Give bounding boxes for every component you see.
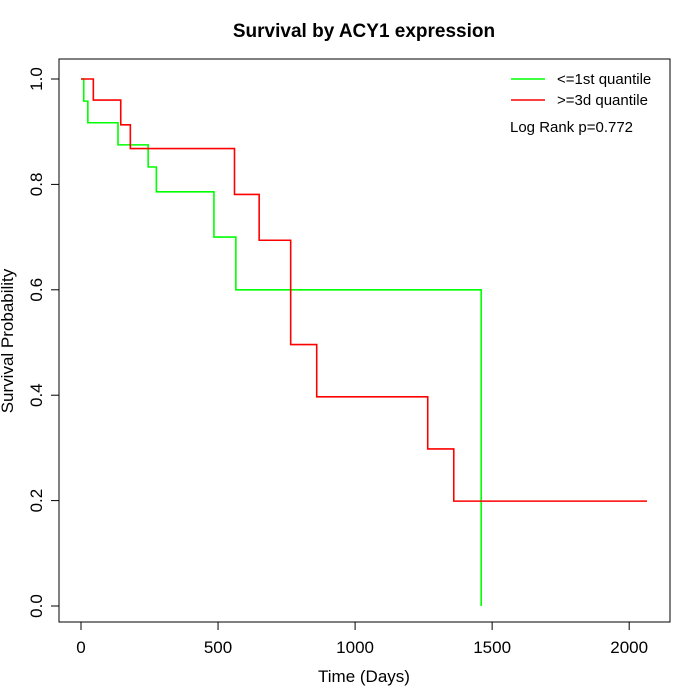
x-axis-label: Time (Days) xyxy=(318,667,410,686)
x-tick-label: 500 xyxy=(204,638,232,657)
x-tick-label: 2000 xyxy=(610,638,648,657)
y-tick-label: 0.2 xyxy=(27,489,46,513)
series-layer xyxy=(81,78,647,606)
x-tick-label: 0 xyxy=(76,638,85,657)
x-tick-label: 1500 xyxy=(473,638,511,657)
chart-title: Survival by ACY1 expression xyxy=(233,21,495,42)
log-rank-annotation: Log Rank p=0.772 xyxy=(510,119,633,136)
y-axis: 0.0 0.2 0.4 0.6 0.8 1.0 xyxy=(27,67,60,618)
y-tick-label: 0.6 xyxy=(27,278,46,302)
legend: <=1st quantile >=3d quantile xyxy=(511,71,651,109)
x-tick-label: 1000 xyxy=(336,638,374,657)
y-tick-label: 0.4 xyxy=(27,383,46,407)
y-axis-label: Survival Probability xyxy=(0,268,17,413)
legend-label: <=1st quantile xyxy=(557,71,651,88)
series-line-1 xyxy=(81,78,482,606)
series-line-2 xyxy=(81,78,647,502)
x-axis: 0 500 1000 1500 2000 xyxy=(76,621,648,657)
y-tick-label: 0.0 xyxy=(27,594,46,618)
plot-frame xyxy=(58,58,671,623)
legend-label: >=3d quantile xyxy=(557,92,648,109)
y-tick-label: 0.8 xyxy=(27,173,46,197)
y-tick-label: 1.0 xyxy=(27,67,46,91)
